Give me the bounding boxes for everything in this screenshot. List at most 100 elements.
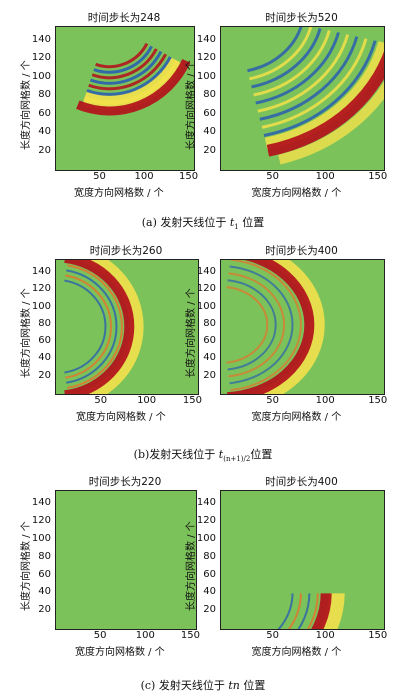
wavefront-band: [86, 56, 172, 96]
x-axis-label: 宽度方向网格数 / 个: [76, 412, 166, 423]
y-tick-label: 60: [203, 107, 216, 119]
caption-b: (b)发射天线位于 t(n+1)/2位置: [0, 446, 406, 463]
caption-c: (c) 发射天线位于 tn 位置: [0, 677, 406, 693]
y-tick-label: 60: [38, 107, 51, 119]
y-tick-label: 40: [203, 586, 216, 598]
y-tick-label: 40: [38, 586, 51, 598]
caption-b-prefix: (b)发射天线位于: [133, 448, 219, 461]
wavefront-band: [228, 272, 286, 378]
x-axis-label: 宽度方向网格数 / 个: [251, 412, 342, 423]
y-tick-label: 80: [203, 317, 216, 329]
wavefront-band: [76, 58, 191, 116]
x-tick-label: 50: [94, 395, 108, 406]
wavefront-band: [71, 260, 144, 394]
wavefront-band: [251, 27, 322, 89]
y-axis-label: 长度方向网格数 / 个: [21, 521, 32, 611]
wavefront-band: [65, 274, 112, 379]
y-tick-label: 20: [38, 144, 51, 156]
wavefront-band: [297, 593, 311, 629]
y-tick-label: 40: [203, 126, 216, 138]
y-tick-label: 140: [31, 497, 51, 509]
x-tick-label: 100: [315, 171, 335, 182]
x-tick-label: 150: [368, 395, 388, 406]
wavefront-band: [91, 48, 158, 80]
heatmap-plot: [55, 26, 195, 171]
y-tick-label: 100: [196, 70, 216, 82]
x-tick-label: 150: [179, 171, 199, 182]
y-tick-label: 60: [203, 335, 216, 347]
wavefront-band: [278, 81, 384, 165]
wavefront-band: [253, 30, 331, 97]
wavefront-band: [67, 264, 123, 389]
wavefront-band: [311, 593, 332, 629]
wave-field-graphic: [226, 260, 325, 394]
x-tick-label: 100: [315, 395, 335, 406]
x-tick-label: 100: [135, 630, 155, 641]
y-tick-label: 80: [38, 317, 51, 329]
wave-field-graphic: [85, 628, 112, 629]
y-tick-label: 40: [38, 352, 51, 364]
panel-title: 时间步长为260: [89, 245, 163, 257]
caption-a-suffix: 位置: [238, 216, 265, 229]
caption-c-sym: tn: [228, 679, 240, 692]
y-tick-label: 120: [31, 283, 51, 295]
y-tick-label: 80: [38, 550, 51, 562]
heatmap-plot: [55, 259, 199, 395]
x-axis-label: 宽度方向网格数 / 个: [251, 647, 342, 658]
y-axis-label: 长度方向网格数 / 个: [21, 288, 32, 378]
y-tick-label: 140: [31, 33, 51, 45]
y-tick-label: 120: [31, 515, 51, 527]
caption-b-suffix: 位置: [250, 448, 273, 461]
wave-field-graphic: [76, 42, 191, 116]
y-tick-label: 60: [38, 335, 51, 347]
x-axis-label: 宽度方向网格数 / 个: [74, 188, 164, 199]
caption-b-sym: t: [218, 448, 224, 461]
y-tick-label: 40: [38, 126, 51, 138]
wavefront-band: [226, 286, 269, 364]
wavefront-band: [226, 260, 315, 394]
x-tick-label: 50: [266, 630, 279, 641]
x-tick-label: 50: [93, 171, 106, 182]
wavefront-band: [277, 593, 294, 629]
wavefront-band: [255, 32, 340, 105]
wavefront-band: [287, 593, 302, 629]
wavefront-band: [88, 53, 168, 91]
wavefront-band: [263, 40, 377, 137]
y-axis-label: 长度方向网格数 / 个: [186, 288, 197, 378]
x-tick-label: 150: [368, 630, 388, 641]
y-tick-label: 100: [196, 532, 216, 544]
y-tick-label: 20: [203, 144, 216, 156]
y-tick-label: 60: [38, 568, 51, 580]
y-axis-label: 长度方向网格数 / 个: [21, 59, 32, 150]
caption-a-prefix: (a) 发射天线位于: [141, 216, 230, 229]
wavefront-band: [257, 34, 350, 113]
y-tick-label: 100: [31, 300, 51, 312]
y-tick-label: 140: [31, 265, 51, 277]
wavefront-band: [89, 50, 163, 85]
wavefront-band: [306, 593, 319, 629]
wavefront-band: [261, 38, 368, 129]
wavefront-band: [266, 51, 384, 157]
x-tick-label: 150: [180, 630, 201, 641]
y-tick-label: 80: [203, 89, 216, 101]
y-tick-label: 140: [196, 33, 216, 45]
y-tick-label: 80: [203, 550, 216, 562]
wavefront-band: [64, 279, 107, 374]
wavefront-band: [229, 265, 294, 385]
wavefront-band: [247, 260, 325, 394]
y-tick-label: 20: [203, 604, 216, 616]
y-tick-label: 40: [203, 352, 216, 364]
heatmap-plot: [55, 490, 197, 630]
y-tick-label: 80: [38, 89, 51, 101]
x-tick-label: 150: [368, 171, 388, 182]
y-axis-label: 长度方向网格数 / 个: [186, 59, 197, 150]
x-tick-label: 150: [182, 395, 202, 406]
x-tick-label: 100: [137, 395, 157, 406]
y-tick-label: 120: [196, 515, 216, 527]
heatmap-plot: [220, 259, 385, 395]
panel-title: 时间步长为400: [265, 476, 338, 488]
caption-c-suffix: 位置: [239, 679, 266, 692]
wavefront-band: [64, 260, 135, 394]
wavefront-band: [81, 59, 185, 111]
wavefront-band: [264, 41, 384, 150]
